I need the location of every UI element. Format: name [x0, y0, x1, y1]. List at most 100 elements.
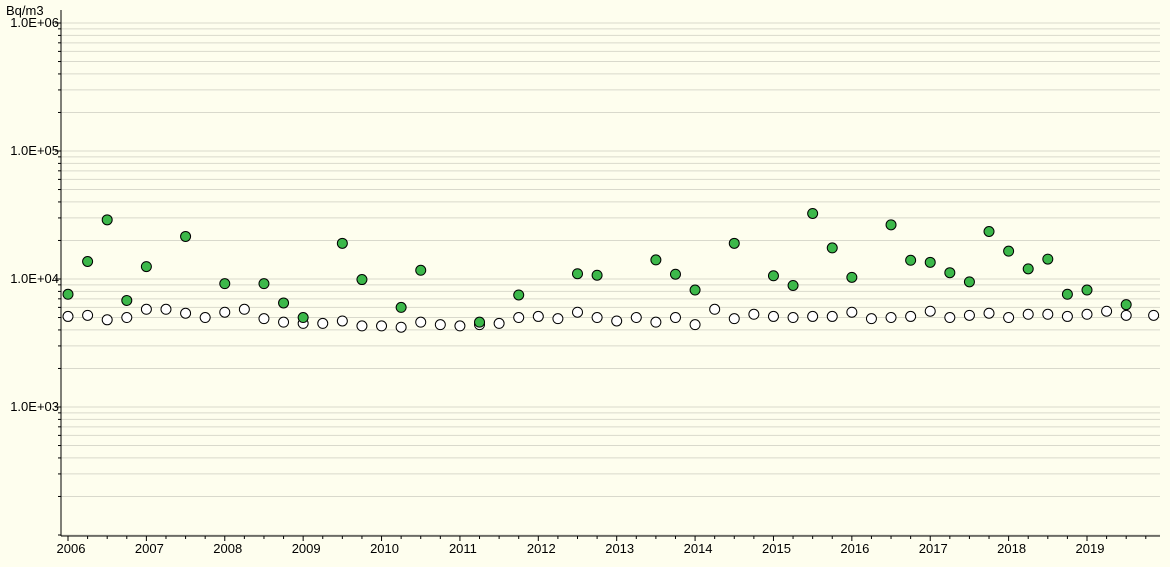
filled-data-point: [180, 230, 192, 242]
hollow-data-point: [199, 312, 211, 324]
x-tick-label: 2010: [370, 541, 399, 556]
hollow-data-point: [415, 316, 427, 328]
hollow-data-point: [787, 312, 799, 324]
filled-data-point: [905, 254, 917, 266]
x-tick-label: 2007: [135, 541, 164, 556]
hollow-data-point: [905, 310, 917, 322]
hollow-data-point: [82, 309, 94, 321]
x-tick-label: 2008: [213, 541, 242, 556]
hollow-data-point: [434, 319, 446, 331]
hollow-data-point: [356, 320, 368, 332]
hollow-data-point: [572, 306, 583, 318]
filled-data-point: [1022, 263, 1034, 275]
filled-data-point: [82, 255, 94, 267]
hollow-data-point: [513, 312, 525, 324]
hollow-data-point: [846, 306, 858, 318]
filled-data-point: [474, 316, 486, 328]
filled-data-point: [297, 312, 309, 324]
filled-data-point: [963, 276, 975, 288]
hollow-data-point: [591, 312, 603, 324]
filled-data-point: [669, 268, 681, 280]
filled-data-point: [513, 289, 525, 301]
hollow-data-point: [650, 316, 662, 328]
filled-data-point: [219, 278, 231, 290]
y-tick-label: 1.0E+06: [10, 15, 59, 30]
filled-data-point: [944, 267, 956, 279]
filled-data-point: [650, 254, 662, 266]
hollow-data-point: [826, 310, 838, 322]
y-tick-label: 1.0E+03: [10, 399, 59, 414]
hollow-data-point: [1101, 305, 1113, 317]
y-tick-label: 1.0E+05: [10, 143, 59, 158]
y-axis-label: Bq/m3: [6, 3, 44, 18]
filled-data-point: [1081, 284, 1093, 296]
axes: [55, 10, 1160, 541]
x-tick-label: 2006: [57, 541, 86, 556]
hollow-data-point: [101, 314, 113, 326]
filled-data-point: [807, 207, 819, 219]
data-points: [62, 207, 1160, 333]
filled-data-point: [826, 242, 838, 254]
hollow-data-point: [748, 308, 760, 320]
hollow-data-point: [317, 317, 329, 329]
hollow-data-point: [767, 310, 779, 322]
hollow-data-point: [611, 315, 623, 327]
filled-data-point: [415, 264, 427, 276]
hollow-data-point: [669, 312, 681, 324]
hollow-data-point: [62, 310, 74, 322]
x-tick-label: 2017: [919, 541, 948, 556]
hollow-data-point: [219, 306, 231, 318]
filled-data-point: [924, 256, 936, 268]
hollow-data-point: [963, 309, 975, 321]
filled-data-point: [1120, 299, 1132, 311]
hollow-data-point: [140, 303, 152, 315]
y-tick-labels: 1.0E+06 1.0E+05 1.0E+04 1.0E+03: [10, 15, 59, 414]
filled-data-point: [689, 284, 701, 296]
filled-data-point: [121, 294, 133, 306]
hollow-data-point: [1120, 309, 1132, 321]
filled-data-point: [591, 269, 603, 281]
hollow-data-point: [944, 312, 956, 324]
x-tick-label: 2016: [840, 541, 869, 556]
filled-data-point: [728, 237, 740, 249]
hollow-data-point: [121, 312, 133, 324]
filled-data-point: [572, 268, 583, 280]
hollow-data-point: [924, 305, 936, 317]
x-tick-label: 2018: [997, 541, 1026, 556]
hollow-data-point: [1042, 308, 1054, 320]
x-tick-labels: 2006 2007 2008 2009 2010 2011 2012 2013 2014 2015…: [57, 541, 1105, 556]
hollow-data-point: [493, 317, 505, 329]
filled-data-point: [1003, 245, 1015, 257]
filled-data-point: [356, 274, 368, 286]
hollow-data-point: [278, 316, 290, 328]
hollow-data-point: [1022, 308, 1034, 320]
filled-data-point: [140, 261, 152, 273]
filled-data-point: [767, 270, 779, 282]
hollow-data-point: [1061, 310, 1073, 322]
x-tick-label: 2012: [527, 541, 556, 556]
hollow-data-point: [865, 313, 877, 325]
x-tick-label: 2009: [292, 541, 321, 556]
hollow-data-point: [395, 321, 407, 333]
hollow-data-point: [336, 315, 348, 327]
filled-data-point: [395, 301, 407, 313]
hollow-data-point: [709, 303, 721, 315]
hollow-data-point: [983, 307, 995, 319]
y-tick-label: 1.0E+04: [10, 271, 59, 286]
hollow-data-point: [552, 313, 564, 325]
filled-data-point: [1061, 288, 1073, 300]
hollow-data-point: [160, 303, 172, 315]
hollow-data-point: [885, 312, 897, 324]
filled-data-point: [258, 278, 270, 290]
x-tick-label: 2013: [605, 541, 634, 556]
filled-data-point: [336, 237, 348, 249]
filled-data-point: [278, 297, 290, 309]
filled-data-point: [787, 279, 799, 291]
filled-data-point: [1042, 253, 1054, 265]
filled-data-point: [101, 214, 113, 226]
hollow-data-point: [1148, 309, 1160, 321]
filled-data-point: [885, 219, 897, 231]
filled-data-point: [62, 288, 74, 300]
hollow-data-point: [532, 310, 544, 322]
